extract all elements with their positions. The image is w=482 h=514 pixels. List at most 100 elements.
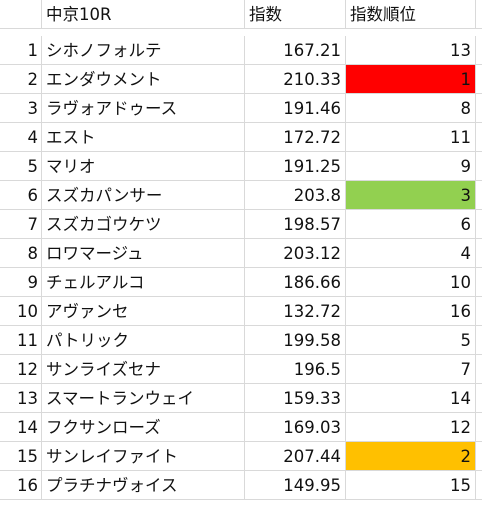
horse-name-cell[interactable]: シホノフォルテ	[42, 36, 245, 65]
row-number-cell[interactable]: 10	[0, 297, 42, 326]
rank-value-cell[interactable]: 8	[346, 94, 476, 123]
table-row: 14 フクサンローズ 169.03 12	[0, 413, 482, 442]
rank-value-cell[interactable]: 6	[346, 210, 476, 239]
blank-cell[interactable]	[476, 123, 482, 152]
index-value-cell[interactable]: 149.95	[245, 471, 346, 500]
horse-name-cell[interactable]: サンライズセナ	[42, 355, 245, 384]
rank-value-cell[interactable]: 2	[346, 442, 476, 471]
row-number-cell[interactable]: 2	[0, 65, 42, 94]
blank-cell[interactable]	[476, 384, 482, 413]
header-index-cell[interactable]: 指数	[245, 0, 346, 29]
rank-value-cell[interactable]: 9	[346, 152, 476, 181]
horse-name-cell[interactable]: スズカパンサー	[42, 181, 245, 210]
index-value-cell[interactable]: 198.57	[245, 210, 346, 239]
blank-cell[interactable]	[476, 355, 482, 384]
index-value-cell[interactable]: 191.46	[245, 94, 346, 123]
row-number-cell[interactable]: 12	[0, 355, 42, 384]
rank-value-cell[interactable]: 5	[346, 326, 476, 355]
rank-value-cell[interactable]: 13	[346, 36, 476, 65]
table-row: 5 マリオ 191.25 9	[0, 152, 482, 181]
row-number-cell[interactable]: 3	[0, 94, 42, 123]
horse-name-cell[interactable]: スズカゴウケツ	[42, 210, 245, 239]
horse-name-cell[interactable]: パトリック	[42, 326, 245, 355]
table-row: 10 アヴァンセ 132.72 16	[0, 297, 482, 326]
blank-cell[interactable]	[476, 65, 482, 94]
horse-name-cell[interactable]: ロワマージュ	[42, 239, 245, 268]
row-number-cell[interactable]: 9	[0, 268, 42, 297]
blank-cell[interactable]	[476, 36, 482, 65]
horse-name-cell[interactable]: マリオ	[42, 152, 245, 181]
row-number-cell[interactable]: 8	[0, 239, 42, 268]
horse-name-cell[interactable]: プラチナヴォイス	[42, 471, 245, 500]
table-row: 8 ロワマージュ 203.12 4	[0, 239, 482, 268]
horse-name-cell[interactable]: チェルアルコ	[42, 268, 245, 297]
table-row: 1 シホノフォルテ 167.21 13	[0, 36, 482, 65]
header-rownum-cell[interactable]	[0, 0, 42, 29]
rank-value-cell[interactable]: 11	[346, 123, 476, 152]
blank-cell[interactable]	[476, 268, 482, 297]
rank-value-cell[interactable]: 12	[346, 413, 476, 442]
blank-cell[interactable]	[476, 239, 482, 268]
row-number-cell[interactable]: 5	[0, 152, 42, 181]
table-row: 4 エスト 172.72 11	[0, 123, 482, 152]
rank-value-cell[interactable]: 14	[346, 384, 476, 413]
table-row: 15 サンレイファイト 207.44 2	[0, 442, 482, 471]
table-row: 12 サンライズセナ 196.5 7	[0, 355, 482, 384]
horse-name-cell[interactable]: サンレイファイト	[42, 442, 245, 471]
header-race-cell[interactable]: 中京10R	[42, 0, 245, 29]
table-row: 3 ラヴォアドゥース 191.46 8	[0, 94, 482, 123]
index-value-cell[interactable]: 203.8	[245, 181, 346, 210]
horse-name-cell[interactable]: エンダウメント	[42, 65, 245, 94]
blank-cell[interactable]	[476, 181, 482, 210]
blank-cell[interactable]	[476, 297, 482, 326]
row-number-cell[interactable]: 14	[0, 413, 42, 442]
index-value-cell[interactable]: 199.58	[245, 326, 346, 355]
index-value-cell[interactable]: 210.33	[245, 65, 346, 94]
index-value-cell[interactable]: 207.44	[245, 442, 346, 471]
horse-name-cell[interactable]: スマートランウェイ	[42, 384, 245, 413]
rank-value-cell[interactable]: 15	[346, 471, 476, 500]
rank-value-cell[interactable]: 16	[346, 297, 476, 326]
rank-value-cell[interactable]: 1	[346, 65, 476, 94]
table-row: 6 スズカパンサー 203.8 3	[0, 181, 482, 210]
blank-cell[interactable]	[476, 152, 482, 181]
row-number-cell[interactable]: 6	[0, 181, 42, 210]
row-number-cell[interactable]: 15	[0, 442, 42, 471]
row-number-cell[interactable]: 16	[0, 471, 42, 500]
blank-cell[interactable]	[476, 0, 482, 29]
row-number-cell[interactable]: 7	[0, 210, 42, 239]
table-row: 11 パトリック 199.58 5	[0, 326, 482, 355]
index-value-cell[interactable]: 167.21	[245, 36, 346, 65]
row-number-cell[interactable]: 13	[0, 384, 42, 413]
header-row: 中京10R 指数 指数順位	[0, 0, 482, 29]
blank-cell[interactable]	[476, 210, 482, 239]
index-value-cell[interactable]: 169.03	[245, 413, 346, 442]
rank-value-cell[interactable]: 4	[346, 239, 476, 268]
table-row: 9 チェルアルコ 186.66 10	[0, 268, 482, 297]
index-value-cell[interactable]: 186.66	[245, 268, 346, 297]
blank-cell[interactable]	[476, 413, 482, 442]
index-value-cell[interactable]: 203.12	[245, 239, 346, 268]
rank-value-cell[interactable]: 3	[346, 181, 476, 210]
header-rank-cell[interactable]: 指数順位	[346, 0, 476, 29]
horse-name-cell[interactable]: フクサンローズ	[42, 413, 245, 442]
index-value-cell[interactable]: 196.5	[245, 355, 346, 384]
index-value-cell[interactable]: 132.72	[245, 297, 346, 326]
horse-name-cell[interactable]: アヴァンセ	[42, 297, 245, 326]
row-number-cell[interactable]: 4	[0, 123, 42, 152]
table-row: 16 プラチナヴォイス 149.95 15	[0, 471, 482, 500]
blank-cell[interactable]	[476, 442, 482, 471]
blank-cell[interactable]	[476, 326, 482, 355]
rank-value-cell[interactable]: 7	[346, 355, 476, 384]
index-value-cell[interactable]: 191.25	[245, 152, 346, 181]
horse-name-cell[interactable]: エスト	[42, 123, 245, 152]
rank-value-cell[interactable]: 10	[346, 268, 476, 297]
horse-name-cell[interactable]: ラヴォアドゥース	[42, 94, 245, 123]
index-value-cell[interactable]: 159.33	[245, 384, 346, 413]
blank-cell[interactable]	[476, 471, 482, 500]
table-row: 13 スマートランウェイ 159.33 14	[0, 384, 482, 413]
blank-cell[interactable]	[476, 94, 482, 123]
row-number-cell[interactable]: 11	[0, 326, 42, 355]
row-number-cell[interactable]: 1	[0, 36, 42, 65]
index-value-cell[interactable]: 172.72	[245, 123, 346, 152]
